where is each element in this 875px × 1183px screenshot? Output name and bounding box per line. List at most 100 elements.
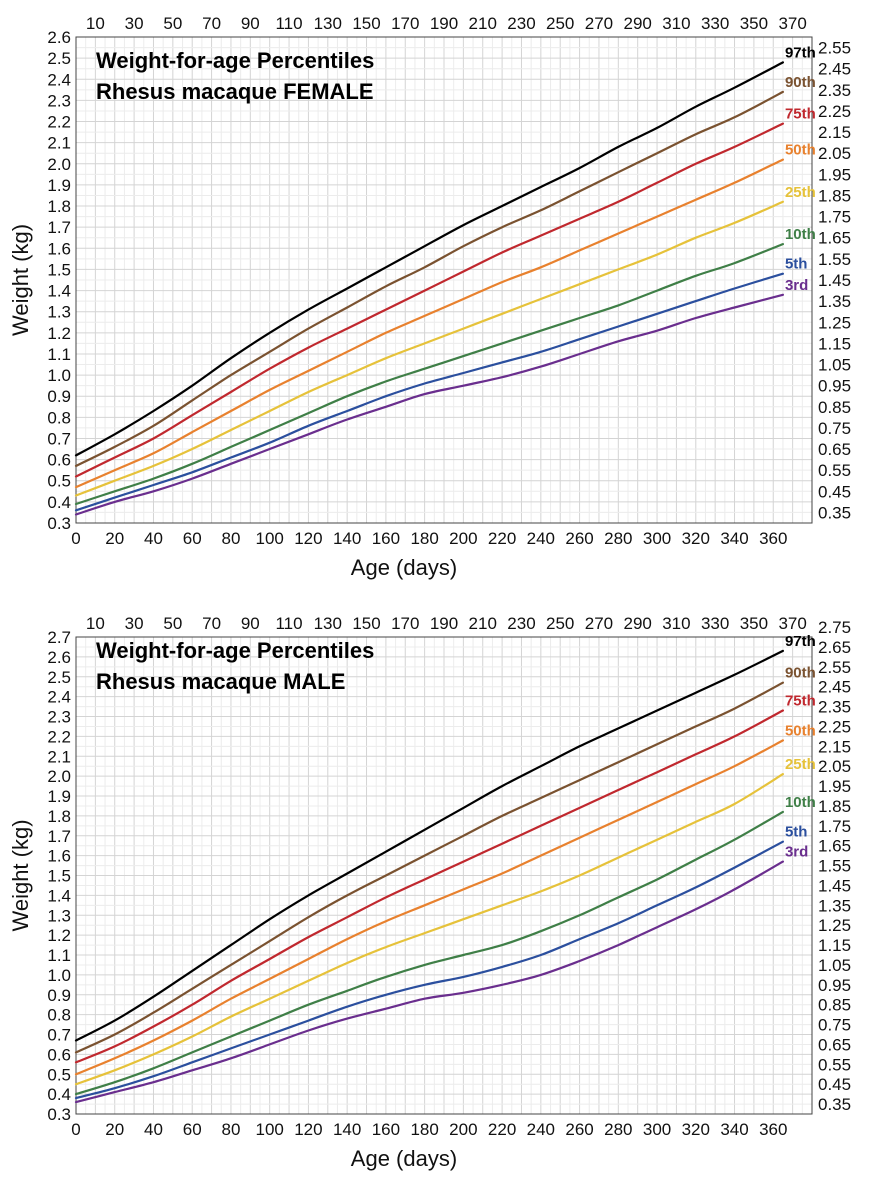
y-tick-left: 0.4 [47,493,71,512]
x-tick-top: 290 [623,14,651,33]
chart-title: Weight-for-age Percentiles [96,638,374,663]
y-tick-right: 1.55 [818,857,851,876]
chart-subtitle: Rhesus macaque FEMALE [96,79,374,104]
y-tick-right: 1.35 [818,896,851,915]
x-tick-top: 210 [469,14,497,33]
y-tick-right: 0.85 [818,996,851,1015]
y-tick-right: 1.95 [818,777,851,796]
y-tick-right: 0.55 [818,461,851,480]
y-tick-right: 2.55 [818,39,851,58]
series-line-75th [74,122,784,478]
x-tick-top: 50 [163,14,182,33]
y-tick-right: 2.25 [818,717,851,736]
series-label-10th: 10th [785,226,816,243]
y-tick-left: 0.7 [47,429,71,448]
x-tick-top: 10 [86,14,105,33]
y-tick-left: 2.4 [47,688,71,707]
x-tick-bottom: 40 [144,529,163,548]
x-tick-top: 190 [430,614,458,633]
x-tick-top: 90 [241,614,260,633]
y-tick-left: 1.7 [47,827,71,846]
y-tick-right: 1.25 [818,916,851,935]
x-tick-bottom: 240 [527,529,555,548]
y-tick-right: 1.75 [818,817,851,836]
x-tick-top: 310 [662,14,690,33]
series-label-25th: 25th [785,756,816,773]
y-tick-right: 2.15 [818,123,851,142]
x-tick-bottom: 260 [565,1120,593,1139]
x-tick-bottom: 340 [720,529,748,548]
chart-subtitle: Rhesus macaque MALE [96,669,345,694]
x-tick-bottom: 360 [759,1120,787,1139]
series-label-25th: 25th [785,184,816,201]
x-tick-top: 70 [202,14,221,33]
series-label-3rd: 3rd [785,277,808,294]
y-tick-right: 2.55 [818,658,851,677]
x-tick-bottom: 200 [449,1120,477,1139]
y-tick-right: 1.15 [818,334,851,353]
y-tick-left: 2.0 [47,767,71,786]
x-tick-top: 370 [778,614,806,633]
y-tick-right: 0.95 [818,976,851,995]
y-tick-left: 1.1 [47,946,71,965]
x-axis-label: Age (days) [351,555,457,580]
y-tick-left: 2.6 [47,648,71,667]
y-tick-right: 1.85 [818,797,851,816]
x-tick-bottom: 80 [221,529,240,548]
y-tick-right: 1.45 [818,271,851,290]
y-tick-right: 0.65 [818,440,851,459]
y-tick-left: 0.7 [47,1026,71,1045]
x-tick-bottom: 140 [333,529,361,548]
x-tick-bottom: 40 [144,1120,163,1139]
y-tick-left: 1.2 [47,324,71,343]
series-label-5th: 5th [785,256,808,273]
y-tick-right: 2.05 [818,144,851,163]
y-axis-label: Weight (kg) [8,819,33,931]
x-tick-bottom: 180 [410,1120,438,1139]
y-tick-right: 0.45 [818,482,851,501]
y-tick-right: 1.45 [818,876,851,895]
series-label-5th: 5th [785,824,808,841]
x-tick-bottom: 240 [527,1120,555,1139]
y-tick-left: 0.4 [47,1085,71,1104]
y-tick-right: 0.75 [818,419,851,438]
y-tick-right: 1.15 [818,936,851,955]
y-tick-left: 0.9 [47,387,71,406]
x-tick-top: 350 [740,14,768,33]
x-tick-bottom: 340 [720,1120,748,1139]
y-tick-left: 2.2 [47,727,71,746]
y-tick-left: 1.4 [47,886,71,905]
x-tick-bottom: 180 [410,529,438,548]
y-tick-right: 1.65 [818,229,851,248]
y-tick-left: 1.1 [47,345,71,364]
y-tick-right: 0.35 [818,1095,851,1114]
series-line-25th [74,773,784,1086]
x-tick-top: 310 [662,614,690,633]
x-tick-top: 50 [163,614,182,633]
y-tick-left: 2.1 [47,134,71,153]
series-line-10th [74,810,784,1096]
x-tick-top: 110 [275,614,302,633]
y-tick-right: 1.05 [818,956,851,975]
y-tick-left: 1.0 [47,966,71,985]
series-label-10th: 10th [785,794,816,811]
y-tick-right: 2.25 [818,102,851,121]
x-tick-top: 130 [314,614,342,633]
x-tick-bottom: 360 [759,529,787,548]
y-tick-left: 2.4 [47,70,71,89]
grid [75,636,813,1115]
y-tick-right: 1.75 [818,208,851,227]
y-tick-right: 0.95 [818,377,851,396]
y-tick-right: 1.65 [818,837,851,856]
series-label-75th: 75th [785,693,816,710]
x-tick-bottom: 300 [643,1120,671,1139]
y-tick-right: 1.55 [818,250,851,269]
chart-title: Weight-for-age Percentiles [96,48,374,73]
y-tick-right: 1.35 [818,292,851,311]
y-tick-right: 0.45 [818,1075,851,1094]
x-tick-bottom: 220 [488,529,516,548]
x-tick-top: 290 [623,614,651,633]
y-tick-left: 1.7 [47,218,71,237]
y-tick-right: 0.85 [818,398,851,417]
y-tick-left: 2.1 [47,747,71,766]
